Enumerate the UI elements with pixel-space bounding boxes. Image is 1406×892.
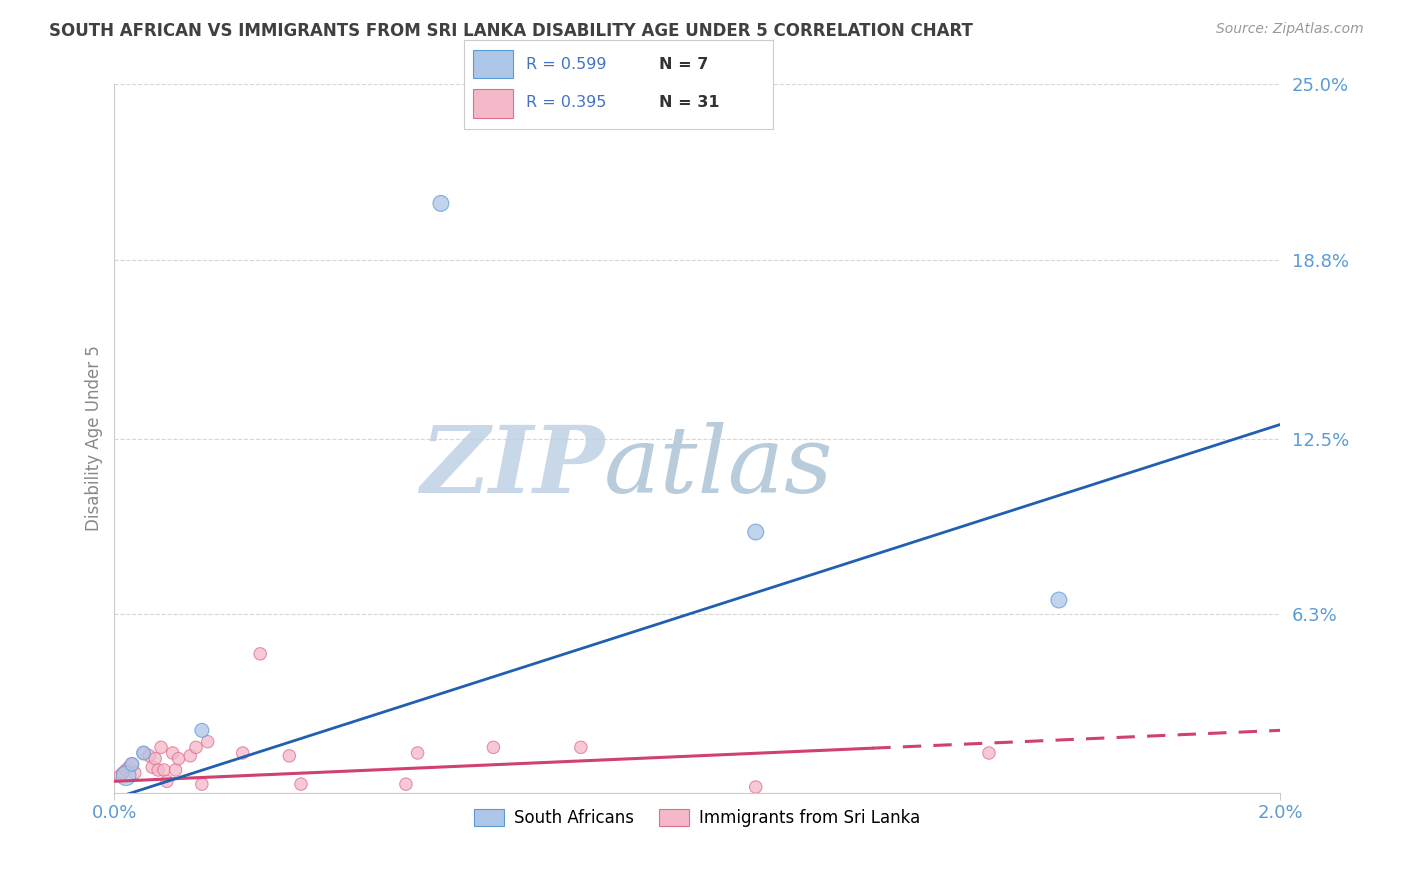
Point (745, 524, 768, 539)
Point (184, 740, 207, 755)
Point (179, 748, 201, 763)
Point (146, 763, 169, 777)
Point (121, 757, 143, 772)
Point (141, 760, 163, 774)
Point (249, 647, 271, 661)
Point (191, 723, 214, 738)
Point (569, 740, 592, 755)
Point (290, 777, 312, 791)
Text: N = 7: N = 7 (659, 57, 709, 71)
Bar (474, 89, 513, 118)
Point (115, 763, 138, 777)
Point (121, 757, 143, 772)
Point (232, 746, 254, 760)
Point (395, 777, 418, 791)
Point (406, 746, 429, 760)
Legend: South Africans, Immigrants from Sri Lanka: South Africans, Immigrants from Sri Lank… (468, 803, 927, 834)
Point (278, 748, 301, 763)
Point (153, 763, 176, 777)
Y-axis label: Disability Age Under 5: Disability Age Under 5 (86, 345, 103, 532)
Text: R = 0.599: R = 0.599 (526, 57, 606, 71)
Point (143, 752, 166, 766)
Point (162, 746, 184, 760)
Point (118, 760, 141, 774)
Point (165, 763, 187, 777)
Text: Source: ZipAtlas.com: Source: ZipAtlas.com (1216, 22, 1364, 37)
Point (138, 748, 160, 763)
Point (430, 196, 453, 211)
Point (977, 746, 1000, 760)
Point (150, 740, 173, 755)
Point (115, 769, 138, 783)
Point (191, 777, 214, 791)
Text: atlas: atlas (605, 422, 834, 512)
Point (1047, 593, 1070, 607)
Point (167, 752, 190, 766)
Text: ZIP: ZIP (420, 422, 605, 512)
Point (156, 774, 179, 789)
Point (745, 780, 768, 794)
Bar (474, 50, 513, 78)
Point (132, 746, 155, 760)
Text: N = 31: N = 31 (659, 95, 720, 110)
Point (197, 734, 219, 748)
Text: SOUTH AFRICAN VS IMMIGRANTS FROM SRI LANKA DISABILITY AGE UNDER 5 CORRELATION CH: SOUTH AFRICAN VS IMMIGRANTS FROM SRI LAN… (49, 22, 973, 40)
Point (132, 746, 155, 760)
Point (124, 765, 146, 780)
Point (482, 740, 505, 755)
Point (112, 765, 135, 780)
Text: R = 0.395: R = 0.395 (526, 95, 606, 110)
Point (110, 769, 132, 783)
